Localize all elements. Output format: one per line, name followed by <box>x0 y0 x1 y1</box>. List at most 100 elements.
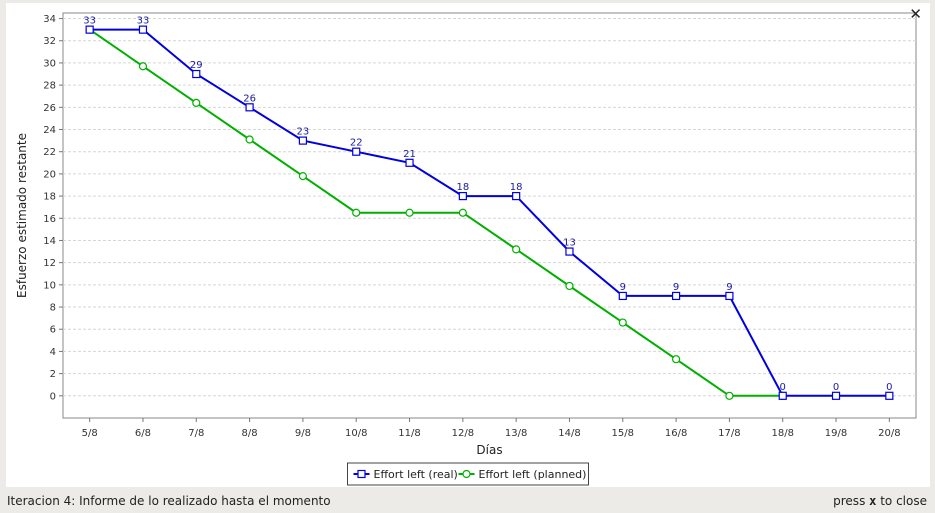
y-tick-label: 26 <box>43 103 56 114</box>
legend-marker-real <box>357 469 366 479</box>
grid-lines <box>62 12 917 419</box>
close-hint-suffix: to close <box>880 494 927 508</box>
close-hint-key: x <box>869 494 877 508</box>
point-real <box>671 291 681 301</box>
x-tick-label: 6/8 <box>135 428 151 439</box>
x-axis-label: Días <box>476 443 502 457</box>
y-tick-label: 4 <box>50 347 56 358</box>
point-planned <box>512 245 521 254</box>
point-planned <box>405 208 414 217</box>
y-tick-label: 22 <box>43 147 56 158</box>
x-tick-label: 11/8 <box>398 428 420 439</box>
point-real <box>725 291 734 301</box>
chart-panel: 0 2 4 6 8 10 12 14 16 18 20 22 24 26 28 30 32 34 5/8 6/8 7/8… <box>6 3 930 487</box>
x-tick-label: 15/8 <box>612 428 634 439</box>
point-planned <box>458 208 467 217</box>
x-tick-label: 10/8 <box>345 428 367 439</box>
point-real <box>885 391 894 400</box>
status-text: Iteracion 4: Informe de lo realizado has… <box>7 494 331 508</box>
point-planned <box>192 98 201 107</box>
x-tick-label: 19/8 <box>825 428 847 439</box>
y-tick-label: 28 <box>43 81 56 92</box>
point-real <box>458 191 467 201</box>
y-tick-label: 6 <box>50 325 56 336</box>
data-label-real: 18 <box>456 182 469 193</box>
point-real <box>138 25 148 34</box>
y-tick-label: 16 <box>43 214 56 225</box>
data-label-real: 9 <box>673 282 679 293</box>
x-tick-label: 7/8 <box>188 428 204 439</box>
point-real <box>618 291 627 301</box>
close-hint: press x to close <box>833 494 927 508</box>
legend: Effort left (real) Effort left (planned) <box>347 462 589 486</box>
series-line-real <box>89 28 890 397</box>
point-real <box>831 391 841 400</box>
point-real <box>352 147 361 156</box>
point-real <box>245 103 254 112</box>
x-tick-label: 17/8 <box>718 428 740 439</box>
y-tick-label: 24 <box>43 125 56 136</box>
x-tick-label: 9/8 <box>295 428 311 439</box>
close-hint-prefix: press <box>833 494 866 508</box>
point-planned <box>725 391 734 400</box>
x-tick-label: 14/8 <box>558 428 580 439</box>
data-label-real: 23 <box>297 127 310 138</box>
data-label-real: 9 <box>726 282 732 293</box>
x-tick-label: 20/8 <box>878 428 900 439</box>
point-real <box>85 25 94 34</box>
point-planned <box>245 135 254 144</box>
y-tick-label: 18 <box>43 192 56 203</box>
y-tick-label: 10 <box>43 280 56 291</box>
data-label-real: 0 <box>886 382 892 393</box>
data-label-real: 18 <box>510 182 523 193</box>
point-real <box>405 158 414 167</box>
y-tick-label: 20 <box>43 169 56 180</box>
data-label-real: 21 <box>403 149 416 160</box>
point-real <box>192 69 201 79</box>
y-tick-label: 14 <box>43 236 56 247</box>
legend-label-real: Effort left (real) <box>374 468 458 481</box>
data-label-real: 22 <box>350 138 363 149</box>
plot-area <box>62 12 917 419</box>
y-tick-label: 34 <box>43 14 56 25</box>
point-planned <box>671 355 681 364</box>
legend-marker-planned <box>462 469 471 479</box>
x-tick-label: 18/8 <box>771 428 793 439</box>
x-tick-label: 5/8 <box>82 428 98 439</box>
status-bar: Iteracion 4: Informe de lo realizado has… <box>0 489 935 513</box>
x-tick-label: 16/8 <box>665 428 687 439</box>
data-label-real: 26 <box>243 93 256 104</box>
y-axis-label: Esfuerzo estimado restante <box>15 133 29 298</box>
y-tick-label: 12 <box>43 258 56 269</box>
series-lines: 33 33 29 26 23 22 21 18 18 13 9 9 9 0 0 0 <box>83 16 894 400</box>
point-real <box>512 191 521 201</box>
point-planned <box>565 281 574 291</box>
point-real <box>298 136 308 145</box>
y-tick-label: 2 <box>50 369 56 380</box>
y-tick-label: 30 <box>43 58 56 69</box>
x-tick-label: 12/8 <box>452 428 474 439</box>
x-tick-label: 8/8 <box>242 428 258 439</box>
data-label-real: 0 <box>780 382 786 393</box>
point-real <box>565 247 574 256</box>
x-tick-label: 13/8 <box>505 428 527 439</box>
data-label-real: 9 <box>620 282 626 293</box>
data-label-real: 29 <box>190 60 203 71</box>
series-line-planned <box>89 28 783 397</box>
legend-label-planned: Effort left (planned) <box>479 468 587 481</box>
point-planned <box>298 172 308 181</box>
data-label-real: 13 <box>563 238 576 249</box>
y-tick-label: 32 <box>43 36 56 47</box>
data-label-real: 33 <box>137 16 150 27</box>
point-planned <box>352 208 361 217</box>
point-planned <box>618 318 627 327</box>
data-label-real: 0 <box>833 382 839 393</box>
y-tick-label: 8 <box>50 303 56 314</box>
close-icon[interactable]: ✕ <box>909 5 922 23</box>
y-tick-label: 0 <box>50 391 56 402</box>
data-label-real: 33 <box>83 16 96 27</box>
point-real <box>778 391 787 400</box>
point-planned <box>138 62 148 71</box>
